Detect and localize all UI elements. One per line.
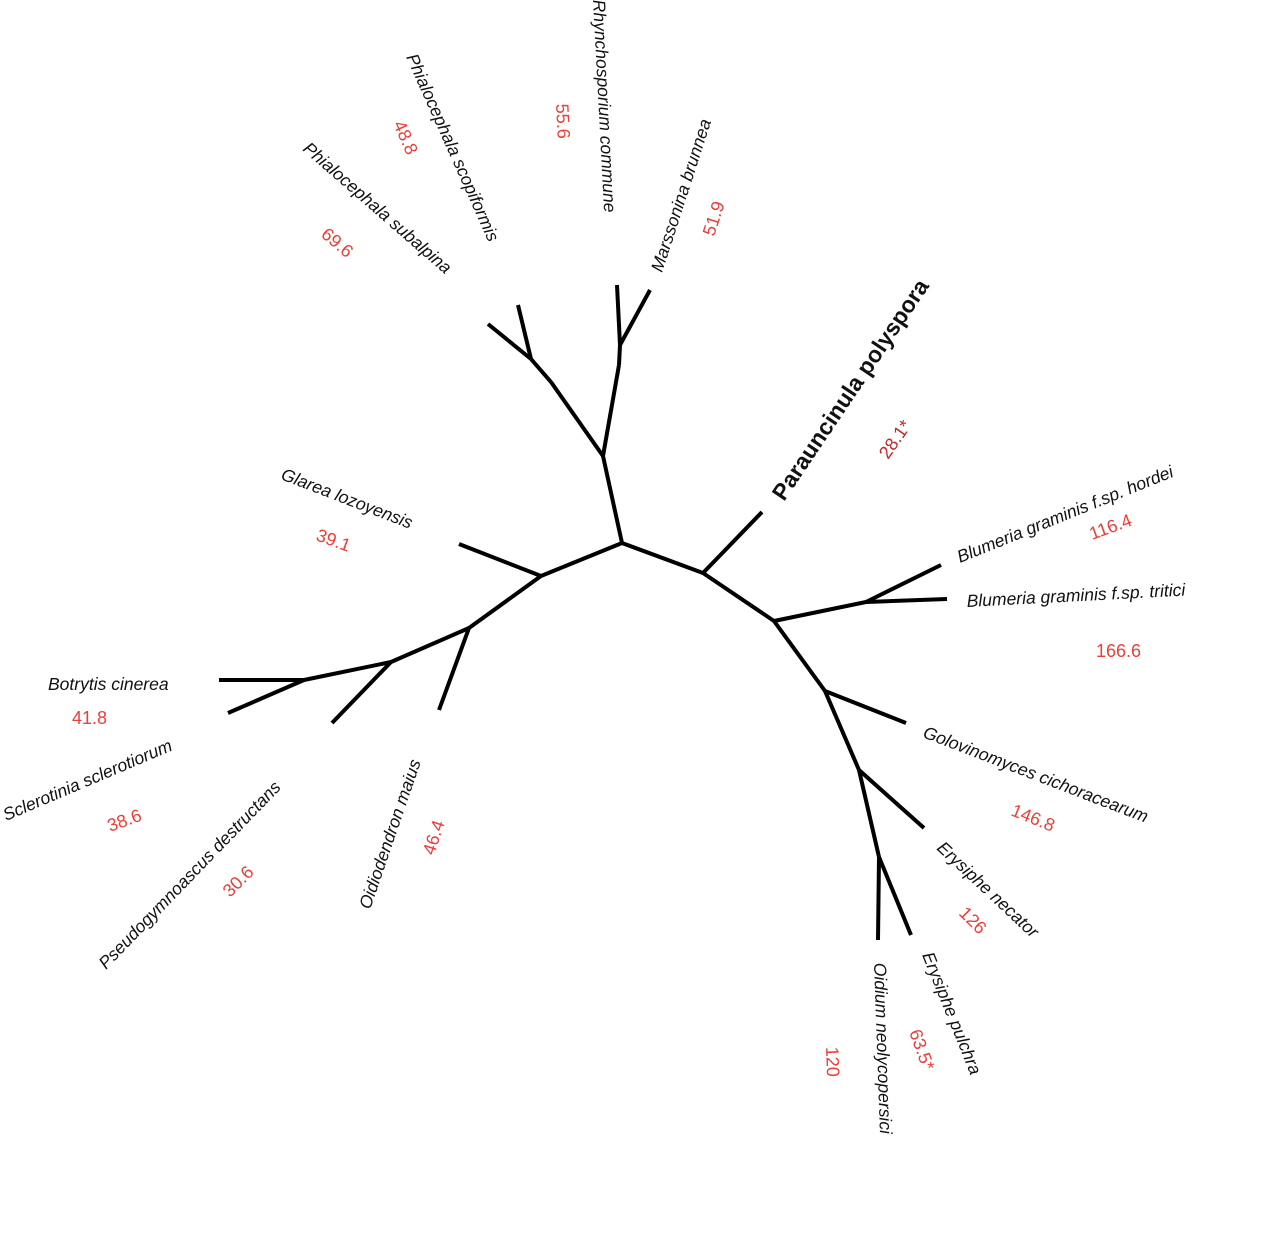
species-label-erysiphe-necator: Erysiphe necator bbox=[933, 837, 1044, 942]
branch-phialocephala-scopiformis bbox=[516, 304, 533, 360]
branch-rhynchosporium-commune bbox=[615, 284, 622, 346]
species-label-botrytis-cinerea: Botrytis cinerea bbox=[48, 674, 169, 694]
value-sclerotinia-sclerotiorum: 38.6 bbox=[105, 805, 145, 836]
branch-blumeria-hordei bbox=[865, 563, 942, 604]
branch-marssonina-brunnea bbox=[618, 289, 652, 346]
value-phialocephala-subalpina: 69.6 bbox=[317, 224, 357, 262]
branch-blumeria-tritici bbox=[865, 597, 948, 604]
branch-erysiphe-pulchra bbox=[877, 856, 913, 936]
branch-oidium-neolycopersici bbox=[876, 856, 881, 941]
branch-pseudogymnoascus-destructans bbox=[330, 660, 393, 725]
branch-oidiodendron-maius bbox=[437, 627, 471, 711]
branch-phialocephala-node bbox=[529, 357, 553, 384]
branch-sclerotiniaceae-node bbox=[303, 660, 392, 682]
species-label-oidiodendron-maius: Oidiodendron maius bbox=[355, 756, 425, 911]
branch-root-right bbox=[621, 541, 704, 575]
value-botrytis-cinerea: 41.8 bbox=[72, 708, 107, 728]
value-erysiphe-necator: 126 bbox=[955, 903, 990, 938]
branch-glarea-lozoyensis bbox=[458, 542, 542, 578]
value-pseudogymnoascus-destructans: 30.6 bbox=[219, 862, 258, 901]
branch-erysiphe-stem bbox=[823, 690, 861, 771]
branch-sclerotinia-sclerotiorum bbox=[227, 678, 305, 715]
branch-phialocephala-subalpina bbox=[486, 322, 533, 361]
value-parauncinula-polyspora: 28.1* bbox=[875, 416, 916, 462]
value-phialocephala-scopiformis: 48.8 bbox=[389, 117, 422, 157]
species-labels: Phialocephala subalpina Phialocephala sc… bbox=[0, 0, 1187, 1135]
branch-blumeria-node bbox=[773, 600, 867, 623]
branch-root-up bbox=[601, 455, 624, 544]
branch-erysiphales-stem bbox=[772, 619, 827, 693]
value-blumeria-tritici: 166.6 bbox=[1096, 641, 1141, 661]
species-label-sclerotinia-sclerotiorum: Sclerotinia sclerotiorum bbox=[0, 735, 175, 824]
branch-rhyncho-node bbox=[617, 344, 622, 366]
value-rhynchosporium-commune: 55.6 bbox=[552, 103, 574, 139]
branch-erysiphe-necator bbox=[857, 768, 926, 830]
species-label-oidium-neolycopersici: Oidium neolycopersici bbox=[870, 962, 896, 1135]
branch-left-inner bbox=[390, 626, 470, 664]
branch-left-main bbox=[467, 574, 543, 630]
value-golovinomyces-cichoracearum: 146.8 bbox=[1009, 800, 1058, 835]
species-label-parauncinula-polyspora: Parauncinula polyspora bbox=[767, 274, 934, 505]
tree-branches bbox=[219, 284, 948, 941]
species-label-phialocephala-subalpina: Phialocephala subalpina bbox=[299, 138, 456, 278]
value-oidium-neolycopersici: 120 bbox=[822, 1046, 843, 1077]
branch-upper-right bbox=[601, 364, 621, 457]
value-erysiphe-pulchra: 63.5* bbox=[905, 1027, 938, 1073]
branch-upper-left bbox=[549, 380, 605, 458]
species-label-blumeria-hordei: Blumeria graminis f.sp. hordei bbox=[954, 461, 1177, 567]
branch-right-main bbox=[701, 571, 776, 623]
species-label-rhynchosporium-commune: Rhynchosporium commune bbox=[589, 0, 620, 213]
value-blumeria-hordei: 116.4 bbox=[1087, 510, 1135, 544]
value-glarea-lozoyensis: 39.1 bbox=[314, 525, 354, 556]
branch-parauncinula-polyspora bbox=[701, 510, 764, 575]
branch-pulchra-stem bbox=[857, 769, 881, 858]
species-label-marssonina-brunnea: Marssonina brunnea bbox=[647, 116, 715, 274]
species-label-glarea-lozoyensis: Glarea lozoyensis bbox=[279, 464, 416, 533]
branch-golovinomyces-cichoracearum bbox=[824, 689, 907, 725]
branch-root-left bbox=[540, 541, 623, 578]
value-marssonina-brunnea: 51.9 bbox=[699, 199, 729, 239]
species-label-blumeria-tritici: Blumeria graminis f.sp. tritici bbox=[966, 580, 1187, 611]
value-oidiodendron-maius: 46.4 bbox=[419, 818, 449, 858]
